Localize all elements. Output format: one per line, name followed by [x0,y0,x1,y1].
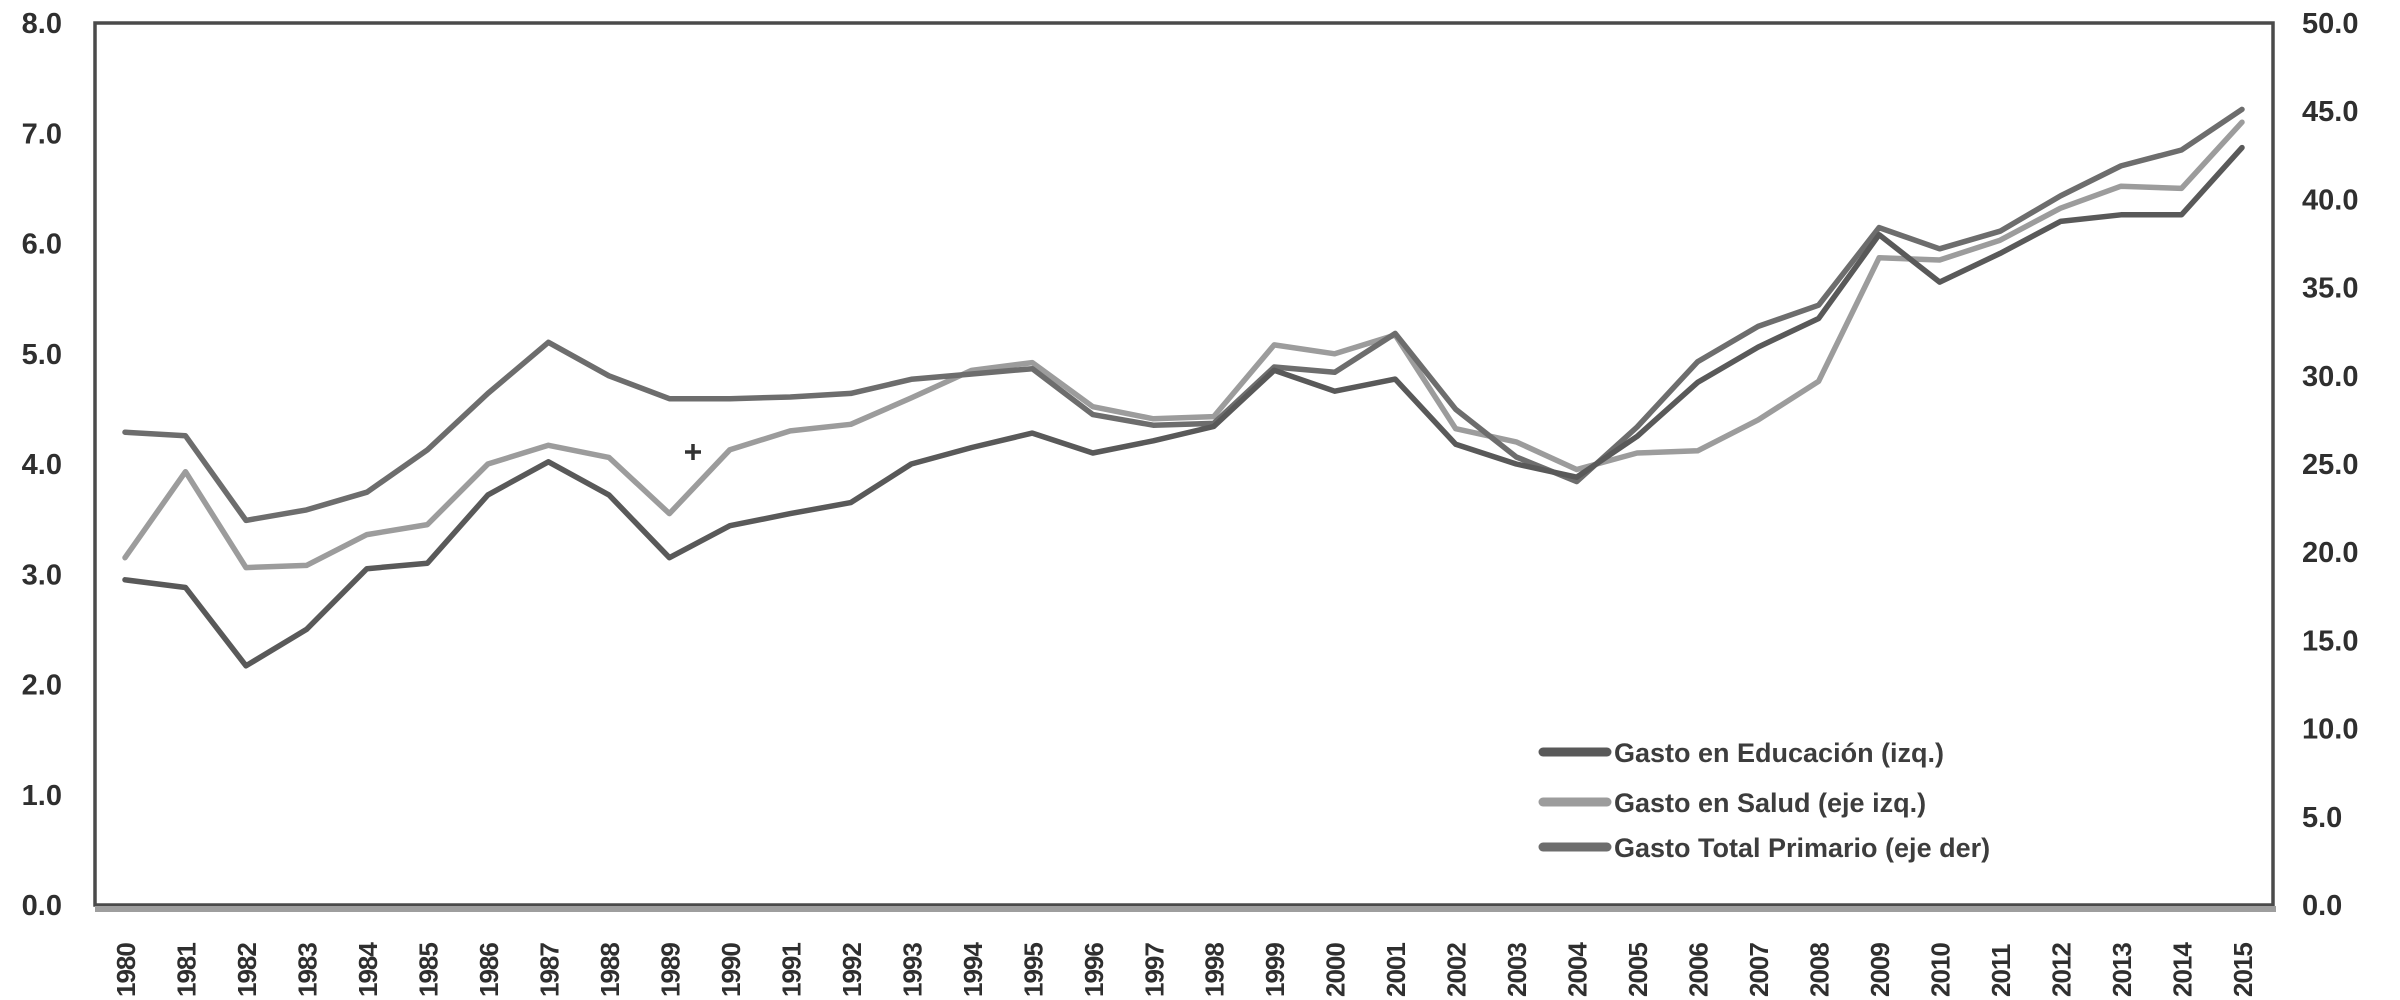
right-axis-tick-label: 35.0 [2302,273,2358,305]
x-axis-year-label: 1990 [716,943,746,997]
x-axis-year-label: 1988 [595,943,625,997]
x-axis-year-label: 2003 [1502,943,1532,997]
right-axis-tick-label: 25.0 [2302,449,2358,481]
left-axis-tick-label: 5.0 [22,339,62,371]
right-axis-tick-label: 40.0 [2302,184,2358,216]
x-axis-year-label: 2002 [1442,943,1472,997]
x-axis-year-label: 2011 [1986,944,2016,997]
x-axis-year-label: 1989 [655,943,685,997]
left-axis-tick-label: 4.0 [22,449,62,481]
x-axis-year-label: 2010 [1926,943,1956,997]
x-axis-year-label: 1999 [1260,943,1290,997]
left-axis-tick-label: 0.0 [22,890,62,922]
x-axis-year-label: 2015 [2228,943,2258,997]
right-axis-tick-label: 10.0 [2302,714,2358,746]
right-axis-tick-label: 45.0 [2302,96,2358,128]
x-axis-year-label: 2001 [1381,943,1411,997]
x-axis-year-label: 2006 [1684,943,1714,997]
x-axis-year-label: 1992 [837,943,867,997]
series-line-gasto-en-educacion-izq [122,144,2245,669]
x-axis-year-label: 1997 [1139,943,1169,997]
x-axis-year-label: 2014 [2168,942,2198,997]
right-axis-tick-label: 15.0 [2302,625,2358,657]
right-axis-tick-label: 20.0 [2302,537,2358,569]
right-axis-tick-label: 50.0 [2302,8,2358,40]
x-axis-year-label: 1994 [958,942,988,997]
x-axis-year-label: 1984 [353,942,383,997]
x-axis-year-label: 1981 [171,943,201,997]
x-axis-year-label: 2007 [1744,943,1774,997]
x-axis-year-label: 2000 [1321,943,1351,997]
series-line-gasto-en-salud-eje-izq [122,119,2245,571]
x-axis-year-label: 2005 [1623,943,1653,997]
left-axis-tick-label: 8.0 [22,8,62,40]
x-axis-year-label: 2012 [2047,943,2077,997]
x-axis-year-label: 1987 [534,943,564,997]
x-axis-year-label: 1991 [776,943,806,997]
x-axis-year-label: 1982 [232,943,262,997]
x-axis-year-label: 1995 [1018,943,1048,997]
x-axis-year-label: 1980 [111,943,141,997]
x-axis-year-label: 1993 [897,943,927,997]
legend-label-gasto-total-primario-eje-der: Gasto Total Primario (eje der) [1614,833,1990,863]
x-axis-year-label: 1998 [1200,943,1230,997]
x-axis-year-label: 2004 [1563,942,1593,997]
legend-label-gasto-en-salud-eje-izq: Gasto en Salud (eje izq.) [1614,788,1926,818]
left-axis-tick-label: 3.0 [22,559,62,591]
x-axis-year-label: 1983 [292,943,322,997]
x-axis-year-label: 1986 [474,943,504,997]
x-axis-year-label: 1985 [413,943,443,997]
x-axis-year-label: 2009 [1865,943,1895,997]
x-axis-year-label: 2008 [1805,943,1835,997]
left-axis-tick-label: 1.0 [22,780,62,812]
right-axis-tick-label: 0.0 [2302,890,2342,922]
right-axis-tick-label: 30.0 [2302,361,2358,393]
x-axis-year-label: 1996 [1079,943,1109,997]
left-axis-tick-label: 6.0 [22,229,62,261]
left-axis-tick-label: 7.0 [22,118,62,150]
legend-label-gasto-en-educacion-izq: Gasto en Educación (izq.) [1614,738,1944,768]
series-line-gasto-total-primario-eje-der [122,106,2245,524]
left-axis-tick-label: 2.0 [22,670,62,702]
plot-frame [93,21,2275,907]
x-axis-year-label: 2013 [2107,943,2137,997]
right-axis-tick-label: 5.0 [2302,802,2342,834]
